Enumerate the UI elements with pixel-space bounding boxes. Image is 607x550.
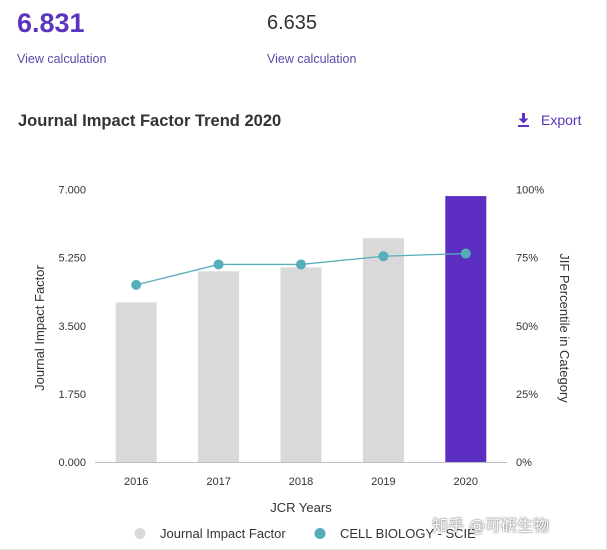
x-tick-label: 2017 <box>206 476 230 488</box>
chart-section-title: Journal Impact Factor Trend 2020 <box>18 112 282 130</box>
y2-tick-label: 100% <box>516 185 544 197</box>
y2-tick-label: 50% <box>516 321 538 333</box>
percentile-point-2017 <box>213 259 224 270</box>
y-tick-label: 5.250 <box>58 253 86 265</box>
jif-metric: 6.831 View calculation <box>17 4 106 66</box>
legend-marker-category <box>314 528 326 539</box>
y2-tick-label: 75% <box>516 253 538 265</box>
x-tick-label: 2016 <box>124 476 148 488</box>
legend-label-jif: Journal Impact Factor <box>160 526 286 541</box>
download-icon <box>518 113 529 127</box>
secondary-metric: 6.635 View calculation <box>267 4 356 66</box>
bar-2018 <box>280 267 322 462</box>
percentile-point-2018 <box>296 259 306 270</box>
percentile-point-2016 <box>131 279 142 290</box>
watermark: 知乎 @可研生物 <box>432 516 550 535</box>
export-button[interactable]: Export <box>517 112 581 128</box>
view-calculation-link-jif[interactable]: View calculation <box>17 52 107 66</box>
jif-trend-chart: 0.000 1.750 3.500 5.250 7.000 0% 25% 50% 75% 100%… <box>32 185 572 542</box>
y2-tick-label: 25% <box>516 389 538 401</box>
x-axis-title: JCR Years <box>270 500 332 515</box>
legend-label-category: CELL BIOLOGY - SCIE <box>340 526 476 541</box>
secondary-value: 6.635 <box>267 12 318 34</box>
legend-marker-jif <box>134 528 146 539</box>
bar-2017 <box>198 271 240 462</box>
x-tick-label: 2020 <box>454 476 478 488</box>
percentile-point-2020 <box>460 248 471 259</box>
y-tick-label: 7.000 <box>58 185 86 197</box>
jif-value: 6.831 <box>17 8 85 38</box>
x-tick-label: 2018 <box>289 476 313 488</box>
y-tick-label: 1.750 <box>58 389 86 401</box>
bar-2020 <box>445 196 487 463</box>
export-label: Export <box>541 112 582 128</box>
y-axis-title: Journal Impact Factor <box>32 264 47 390</box>
x-tick-label: 2019 <box>371 476 395 488</box>
y2-axis-title: JIF Percentile in Category <box>557 253 572 403</box>
y-tick-label: 0.000 <box>58 457 86 469</box>
y2-tick-label: 0% <box>516 457 532 469</box>
view-calculation-link-secondary[interactable]: View calculation <box>267 52 357 66</box>
bar-2019 <box>362 238 404 462</box>
bar-2016 <box>115 302 157 462</box>
y-tick-label: 3.500 <box>58 321 86 333</box>
percentile-point-2019 <box>378 251 389 262</box>
